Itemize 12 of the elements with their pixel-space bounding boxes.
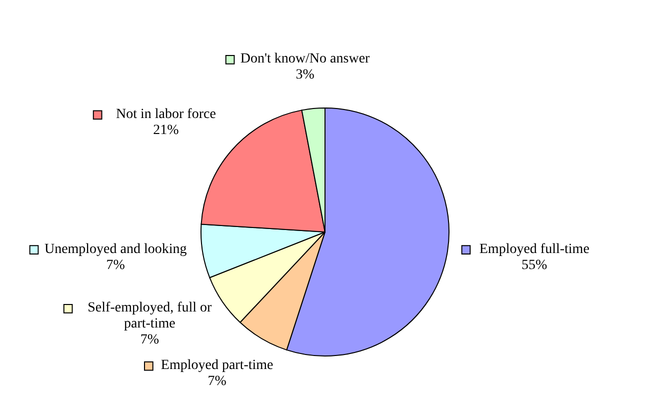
legend-label: Unemployed and looking: [44, 242, 187, 257]
legend-label: Employed part-time: [160, 358, 274, 374]
data-label: 7%: [140, 332, 160, 348]
data-label: 7%: [208, 374, 227, 390]
legend-label: Don't know/No answer: [240, 52, 370, 67]
data-label: 7%: [106, 258, 126, 273]
legend-label: Not in labor force: [116, 106, 216, 122]
data-label: 3%: [296, 68, 315, 83]
data-label: 55%: [522, 258, 548, 273]
data-label: 21%: [153, 122, 180, 138]
legend-label: Self-employed, full or part-time: [88, 300, 212, 332]
legend-label: Employed full-time: [479, 242, 590, 257]
